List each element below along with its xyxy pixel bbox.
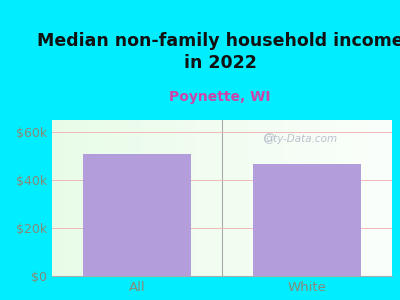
Bar <box>82 154 192 276</box>
Text: City-Data.com: City-Data.com <box>263 134 337 144</box>
Text: Poynette, WI: Poynette, WI <box>169 90 271 104</box>
Text: Median non-family household income
in 2022: Median non-family household income in 20… <box>37 32 400 72</box>
Bar <box>253 164 362 276</box>
Text: @: @ <box>262 132 274 145</box>
